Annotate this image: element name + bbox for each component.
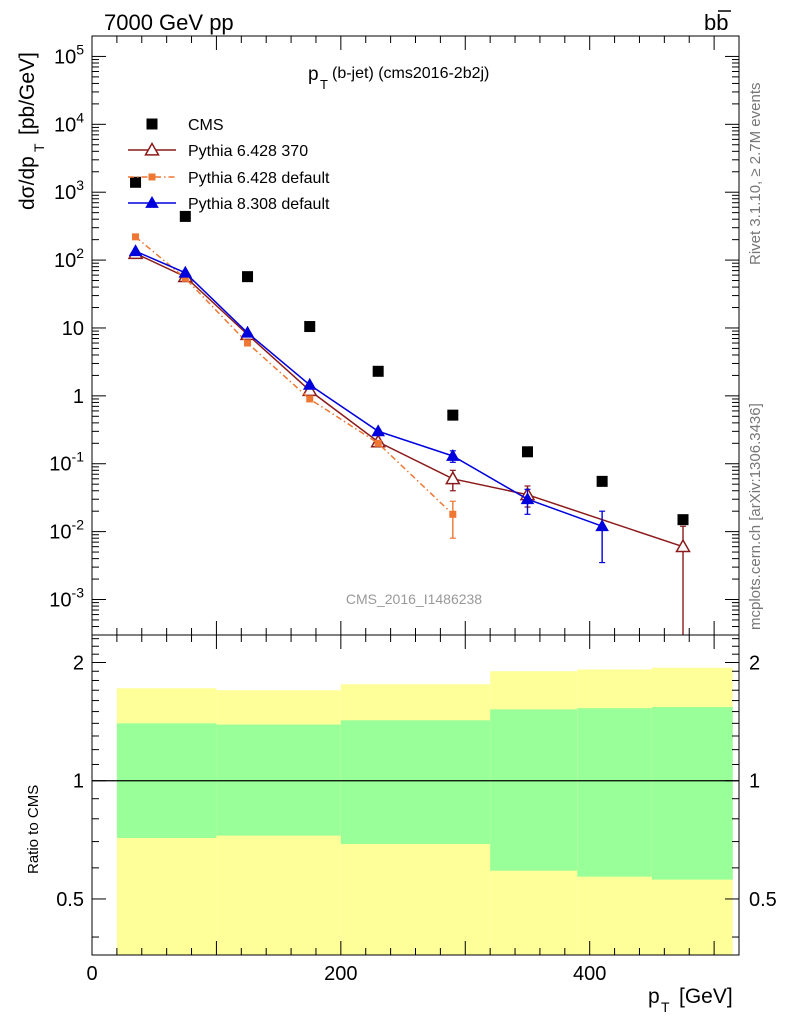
series-point-2-1 [181, 274, 189, 282]
series-point-3-6 [520, 492, 535, 505]
series-point-2-2 [244, 339, 252, 347]
plot-title-rest: (b-jet) (cms2016-2b2j) [332, 65, 489, 82]
legend-marker-1 [144, 141, 160, 156]
main-ytick-label-4: 10 [62, 318, 84, 340]
legend-label-0: CMS [188, 117, 224, 134]
ratio-ytick-label-2: 2 [73, 653, 84, 675]
series-point-0-3 [304, 321, 316, 333]
series-3 [128, 244, 609, 564]
ratio-y-axis-label: Ratio to CMS [25, 785, 42, 874]
plot-title-sub: T [320, 77, 328, 92]
series-point-3-0 [128, 244, 143, 257]
ratio-inner-band-5 [651, 707, 733, 880]
ratio-frame [91, 634, 740, 956]
svg-text:[pb/GeV]: [pb/GeV] [16, 52, 39, 135]
series-point-1-7 [675, 538, 691, 553]
series-line-3 [135, 250, 603, 527]
svg-text:(b-jet) (cms2016-2b2j): (b-jet) (cms2016-2b2j) [332, 65, 489, 82]
series-point-2-4 [374, 439, 382, 447]
xtick-label-2: 400 [573, 963, 606, 985]
series-point-3-2 [240, 325, 255, 338]
main-ytick-label-2: 10-1 [49, 449, 84, 476]
series-point-3-5 [446, 448, 460, 461]
legend-entry-3: Pythia 8.308 default [128, 195, 330, 213]
series-point-2-5 [449, 510, 457, 518]
svg-text:T: T [661, 999, 670, 1015]
series-point-3-1 [178, 265, 193, 278]
series-line-2 [135, 236, 454, 515]
svg-text:p: p [308, 64, 319, 85]
ratio-ytick-label-right-0: 0.5 [749, 889, 777, 911]
legend-entry-1: Pythia 6.428 370 [128, 141, 308, 160]
series-2 [132, 233, 457, 539]
legend-label-2: Pythia 6.428 default [188, 170, 330, 187]
main-ytick-label-5: 102 [54, 245, 84, 272]
legend-label-1: Pythia 6.428 370 [188, 143, 308, 160]
ratio-bands [92, 667, 739, 955]
series-point-0-6 [521, 446, 533, 458]
legend: CMS Pythia 6.428 370 Pythia 6.428 default P… [128, 117, 330, 213]
svg-text:[GeV]: [GeV] [679, 985, 733, 1008]
series-point-0-8 [677, 514, 689, 526]
main-ytick-label-0: 10-3 [49, 585, 84, 612]
svg-text:T: T [31, 143, 47, 152]
svg-text:dσ/dp: dσ/dp [16, 156, 39, 210]
ratio-inner-band-3 [490, 709, 578, 871]
main-ytick-label-1: 10-2 [49, 517, 84, 544]
legend-marker-2 [148, 173, 156, 181]
svg-text:p: p [648, 985, 660, 1008]
analysis-watermark: CMS_2016_I1486238 [346, 591, 482, 607]
series-point-0-7 [596, 475, 608, 487]
ratio-axes: 0.5 0.5 1 1 2 2 0 200 400 [56, 635, 777, 985]
ratio-inner-band-4 [577, 708, 652, 877]
process-label: bb [704, 10, 728, 35]
plot-title-p: p [308, 64, 319, 85]
series-point-2-3 [306, 395, 314, 403]
ratio-ytick-label-right-2: 2 [749, 653, 760, 675]
legend-entry-2: Pythia 6.428 default [128, 170, 330, 187]
x-axis-label: p T [GeV] [648, 985, 733, 1015]
series-point-2-0 [132, 233, 140, 241]
ratio-ytick-label-right-1: 1 [749, 771, 760, 793]
ratio-ytick-label-1: 1 [73, 771, 84, 793]
series-point-3-4 [371, 424, 385, 437]
ratio-ytick-label-0: 0.5 [56, 889, 84, 911]
plot-title: p T (b-jet) (cms2016-2b2j) [308, 64, 489, 92]
series-0 [130, 176, 689, 526]
svg-text:T: T [320, 77, 328, 92]
energy-label: 7000 GeV pp [104, 10, 234, 35]
main-series [127, 176, 691, 635]
mcplots-label: mcplots.cern.ch [arXiv:1306.3436] [747, 403, 764, 630]
main-ytick-label-7: 104 [54, 109, 84, 136]
series-point-3-3 [302, 377, 317, 390]
series-point-3-7 [595, 519, 609, 532]
series-point-0-0 [130, 176, 142, 188]
series-point-0-4 [372, 365, 384, 377]
ratio-inner-band-2 [340, 720, 491, 845]
series-point-0-1 [179, 210, 191, 222]
series-point-0-2 [242, 271, 254, 283]
ratio-inner-band-1 [216, 724, 341, 836]
legend-label-3: Pythia 8.308 default [188, 196, 330, 213]
series-point-0-5 [447, 409, 459, 421]
series-point-1-5 [445, 470, 461, 485]
main-ytick-label-8: 105 [54, 41, 84, 68]
xtick-label-0: 0 [86, 963, 97, 985]
main-y-axis-label: dσ/dp T [pb/GeV] [16, 52, 47, 210]
legend-marker-0 [146, 118, 158, 130]
series-line-1 [135, 252, 684, 548]
legend-marker-3 [145, 195, 159, 208]
main-ytick-label-6: 103 [54, 177, 84, 204]
xtick-label-1: 200 [324, 963, 357, 985]
rivet-label: Rivet 3.1.10, ≥ 2.7M events [747, 83, 764, 266]
main-ytick-label-3: 1 [73, 386, 84, 408]
legend-entry-0: CMS [146, 117, 224, 134]
